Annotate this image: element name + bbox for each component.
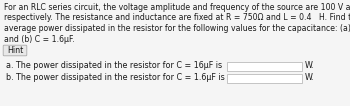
- FancyBboxPatch shape: [3, 45, 27, 56]
- Text: a. The power dissipated in the resistor for C = 16μF is: a. The power dissipated in the resistor …: [6, 61, 222, 70]
- Text: W.: W.: [305, 61, 315, 70]
- Text: respectively. The resistance and inductance are fixed at R = 750Ω and L = 0.4   : respectively. The resistance and inducta…: [4, 13, 350, 22]
- Bar: [227, 73, 302, 82]
- Text: Hint: Hint: [7, 46, 23, 55]
- Text: and (b) C = 1.6μF.: and (b) C = 1.6μF.: [4, 34, 75, 43]
- Bar: [227, 61, 302, 70]
- Text: W.: W.: [305, 73, 315, 82]
- Text: b. The power dissipated in the resistor for C = 1.6μF is: b. The power dissipated in the resistor …: [6, 73, 225, 82]
- Text: For an RLC series circuit, the voltage amplitude and frequency of the source are: For an RLC series circuit, the voltage a…: [4, 3, 350, 12]
- Text: average power dissipated in the resistor for the following values for the capaci: average power dissipated in the resistor…: [4, 24, 350, 33]
